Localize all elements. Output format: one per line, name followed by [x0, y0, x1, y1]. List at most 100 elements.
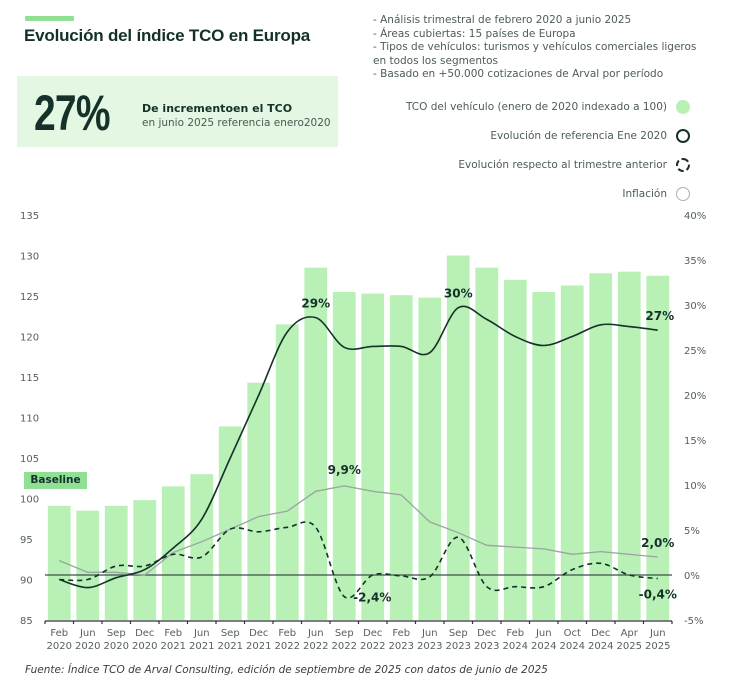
- left-tick-label: 115: [20, 373, 39, 384]
- x-tick-month: Sep: [335, 628, 354, 639]
- x-tick-year: 2024: [503, 641, 528, 652]
- legend-item-tco: TCO del vehículo (enero de 2020 indexado…: [330, 92, 690, 121]
- dashed-circle-icon: [676, 157, 690, 172]
- tco-bar: [104, 505, 128, 620]
- x-tick-month: Feb: [506, 628, 524, 639]
- tco-bar: [446, 255, 470, 620]
- legend-item-quarterly: Evolución respecto al trimestre anterior: [330, 150, 690, 179]
- x-tick-year: 2023: [446, 641, 471, 652]
- note-line: - Tipos de vehículos: turismos y vehícul…: [373, 41, 697, 53]
- reference-evolution-line: [59, 305, 658, 589]
- kpi-main-text: De incrementoen el TCO: [142, 102, 293, 115]
- legend-item-inflation: Inflación: [330, 179, 690, 208]
- x-tick-year: 2020: [47, 641, 72, 652]
- tco-bar: [361, 293, 385, 620]
- tco-chart: 85 90 95 100 105 110 115 120 125 130 135 -5% 0% 5% 10…: [20, 211, 706, 652]
- tco-bar: [133, 500, 157, 620]
- right-tick-label: 25%: [684, 346, 706, 357]
- x-tick-month: Feb: [50, 628, 68, 639]
- tco-bar: [304, 267, 328, 620]
- note-line: - Basado en +50.000 cotizaciones de Arva…: [373, 68, 664, 80]
- tco-bar: [47, 505, 71, 620]
- x-tick-month: Jun: [307, 628, 324, 639]
- note-line: en todos los segmentos: [373, 54, 498, 67]
- x-tick-month: Jun: [421, 628, 438, 639]
- right-tick-label: 15%: [684, 436, 706, 447]
- x-tick-year: 2024: [588, 641, 613, 652]
- x-tick-year: 2022: [332, 641, 357, 652]
- left-tick-label: 125: [20, 292, 39, 303]
- tco-bar: [560, 285, 584, 620]
- left-tick-label: 90: [20, 576, 33, 587]
- x-tick-month: Jun: [535, 628, 552, 639]
- x-tick-year: 2021: [246, 641, 271, 652]
- legend-label: Inflación: [622, 187, 667, 200]
- tco-bar: [76, 510, 100, 620]
- x-tick-month: Sep: [107, 628, 126, 639]
- filled-green-circle-icon: [676, 99, 690, 114]
- x-tick-month: Dec: [477, 628, 496, 639]
- x-tick-year: 2022: [360, 641, 385, 652]
- page-title: Evolución del índice TCO en Europa: [24, 26, 311, 45]
- tco-bar: [646, 275, 670, 620]
- right-tick-label: 35%: [684, 256, 706, 267]
- tco-bar: [475, 267, 499, 620]
- tco-bar: [190, 474, 214, 620]
- data-annotation: 30%: [444, 287, 473, 301]
- grey-circle-icon: [676, 186, 690, 201]
- x-tick-month: Jun: [649, 628, 666, 639]
- data-annotation: -2,4%: [353, 591, 391, 605]
- x-tick-year: 2025: [617, 641, 642, 652]
- note-line: - Análisis trimestral de febrero 2020 a …: [373, 14, 632, 26]
- right-tick-label: 40%: [684, 211, 706, 222]
- x-tick-month: Dec: [249, 628, 268, 639]
- legend-label: TCO del vehículo (enero de 2020 indexado…: [405, 100, 667, 113]
- x-tick-year: 2021: [189, 641, 214, 652]
- x-tick-month: Dec: [135, 628, 154, 639]
- x-tick-month: Dec: [363, 628, 382, 639]
- x-tick-year: 2022: [303, 641, 328, 652]
- x-tick-year: 2023: [474, 641, 499, 652]
- x-tick-month: Oct: [564, 628, 581, 639]
- kpi-box: [17, 76, 338, 147]
- left-tick-label: 110: [20, 414, 39, 425]
- tco-bar: [503, 279, 527, 620]
- tco-bar: [247, 382, 271, 620]
- x-tick-month: Sep: [449, 628, 468, 639]
- right-tick-label: 20%: [684, 391, 706, 402]
- left-axis: 85 90 95 100 105 110 115 120 125 130 135: [20, 211, 39, 627]
- right-tick-label: 5%: [684, 526, 700, 537]
- left-tick-label: 95: [20, 535, 33, 546]
- legend-item-reference: Evolución de referencia Ene 2020: [330, 121, 690, 150]
- kpi-value: 27%: [34, 85, 111, 141]
- data-annotation: 9,9%: [328, 463, 361, 477]
- x-tick-year: 2020: [104, 641, 129, 652]
- line-series: [45, 305, 672, 599]
- left-tick-label: 135: [20, 211, 39, 222]
- x-tick-year: 2022: [275, 641, 300, 652]
- right-tick-label: 30%: [684, 301, 706, 312]
- kpi-sub-text: en junio 2025 referencia enero2020: [142, 117, 331, 129]
- legend-label: Evolución respecto al trimestre anterior: [458, 158, 667, 171]
- x-tick-year: 2021: [161, 641, 186, 652]
- left-tick-label: 105: [20, 454, 39, 465]
- note-line: - Áreas cubiertas: 15 países de Europa: [373, 27, 576, 40]
- chart-legend: TCO del vehículo (enero de 2020 indexado…: [330, 92, 690, 208]
- x-tick-month: Jun: [193, 628, 210, 639]
- left-tick-label: 85: [20, 616, 33, 627]
- x-tick-year: 2024: [560, 641, 585, 652]
- baseline-label: Baseline: [24, 472, 87, 489]
- x-tick-month: Dec: [591, 628, 610, 639]
- quarterly-change-line: [59, 521, 658, 599]
- tco-bar: [275, 324, 299, 620]
- x-tick-year: 2020: [75, 641, 100, 652]
- left-tick-label: 130: [20, 252, 39, 263]
- left-tick-label: 120: [20, 333, 39, 344]
- data-annotation: 27%: [645, 309, 674, 323]
- x-tick-month: Feb: [164, 628, 182, 639]
- inflation-line: [59, 485, 658, 576]
- tco-bar: [218, 426, 242, 620]
- legend-label: Evolución de referencia Ene 2020: [490, 129, 667, 142]
- x-tick-month: Feb: [278, 628, 296, 639]
- x-tick-year: 2024: [531, 641, 556, 652]
